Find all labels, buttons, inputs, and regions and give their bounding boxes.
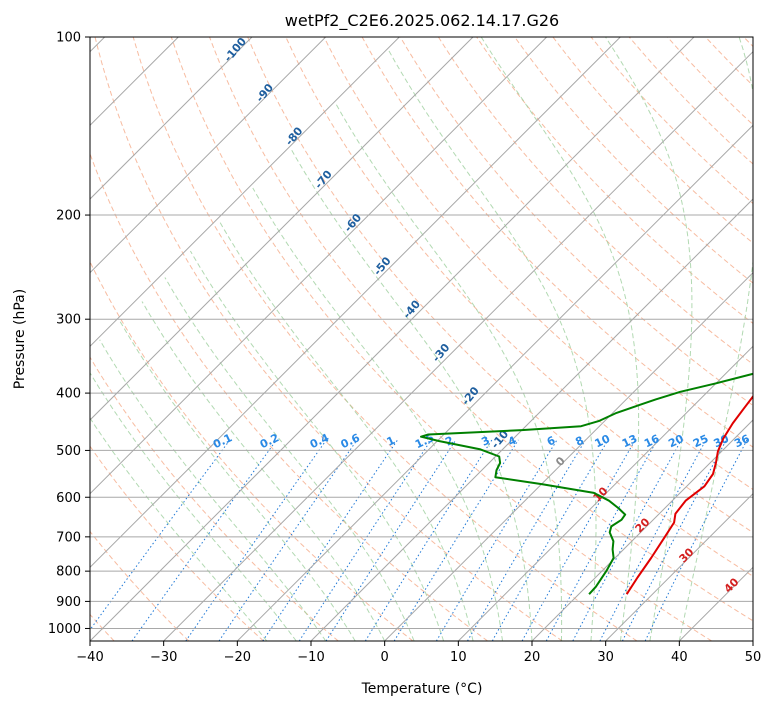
y-axis-title: Pressure (hPa) <box>12 289 28 389</box>
dry-adiabat-line <box>323 37 753 491</box>
isotherm-line <box>90 37 327 274</box>
mixing-ratio-line <box>185 439 327 641</box>
moist-adiabat-line <box>90 417 268 641</box>
y-tick-label: 300 <box>56 313 81 328</box>
dewpoint-profile-line <box>420 372 753 595</box>
dry-adiabat-line <box>94 37 563 641</box>
y-tick-label: 400 <box>56 387 81 402</box>
y-tick-label: 600 <box>56 491 81 506</box>
moist-adiabat-line <box>90 371 297 641</box>
mixing-ratio-line <box>298 439 432 641</box>
x-tick-label: −10 <box>297 650 324 665</box>
isotherm-line <box>531 419 753 641</box>
mixing-ratio-label: 16 <box>642 432 662 450</box>
mixing-ratio-line <box>491 439 609 641</box>
x-tick-label: 20 <box>524 650 541 665</box>
isotherm-line <box>457 345 753 641</box>
mixing-ratio-line <box>521 439 636 641</box>
x-tick-label: −30 <box>150 650 177 665</box>
y-axis-ticks: 100 200 300 400 500 600 700 800 900 1000 <box>48 31 90 637</box>
moist-adiabat-line <box>164 277 415 641</box>
dry-adiabat-line <box>399 37 753 407</box>
plot-background <box>90 37 753 641</box>
profile-series <box>420 372 753 595</box>
dry-adiabat-line <box>132 37 638 641</box>
isotherm-line <box>90 37 621 569</box>
mixing-ratio-line <box>644 439 748 641</box>
moist-adiabat-line <box>290 149 533 641</box>
isotherm-line <box>90 37 400 348</box>
y-tick-label: 800 <box>56 565 81 580</box>
moist-adiabat-line <box>189 250 445 641</box>
moist-adiabat-line <box>605 37 693 641</box>
mixing-ratio-line <box>435 439 558 641</box>
x-tick-label: 50 <box>745 650 762 665</box>
dry-adiabat-line <box>170 37 712 641</box>
mixing-ratio-label: 13 <box>620 432 639 450</box>
dry-adiabat-line <box>247 37 753 577</box>
moist-adiabat-line <box>252 187 503 641</box>
mixing-ratio-label: 10 <box>593 432 613 450</box>
moist-adiabat-line <box>118 318 356 641</box>
isotherm-line <box>236 124 753 641</box>
mixing-ratio-line <box>325 439 457 641</box>
moist-adiabat-line <box>678 37 753 641</box>
y-tick-label: 1000 <box>48 622 81 637</box>
mixing-ratio-line <box>262 439 399 641</box>
mixing-ratio-label: 36 <box>732 432 752 450</box>
x-tick-label: 40 <box>671 650 688 665</box>
y-tick-label: 100 <box>56 31 81 46</box>
isotherm-line <box>90 37 474 421</box>
isotherm-line <box>90 37 695 641</box>
dry-adiabat-line <box>90 530 190 641</box>
mixing-ratio-line <box>218 439 358 641</box>
moist-adiabat-line <box>480 37 640 641</box>
mixing-ratio-label: 20 <box>666 432 686 450</box>
y-tick-label: 500 <box>56 444 81 459</box>
isotherm-line <box>605 492 753 641</box>
dry-adiabat-line <box>437 37 753 365</box>
temperature-profile-line <box>625 394 753 595</box>
y-tick-label: 700 <box>56 530 81 545</box>
isotherm-line <box>310 198 753 641</box>
chart-title: wetPf2_C2E6.2025.062.14.17.G26 <box>285 11 559 31</box>
x-tick-label: −20 <box>224 650 251 665</box>
moist-adiabat-line <box>387 49 597 641</box>
dry-adiabat-line <box>514 37 753 284</box>
x-tick-label: 0 <box>381 650 389 665</box>
moist-adiabat-line <box>99 339 327 641</box>
mixing-ratio-line <box>90 439 231 631</box>
y-tick-label: 900 <box>56 595 81 610</box>
mixing-ratio-line <box>467 439 586 641</box>
mixing-ratio-label: 25 <box>691 432 710 450</box>
x-axis-ticks: −40 −30 −20 −10 0 10 20 30 40 50 <box>76 641 761 665</box>
moist-adiabat-line <box>219 221 474 641</box>
dry-adiabat-line <box>90 445 264 641</box>
plot-frame <box>89 36 754 642</box>
moist-adiabat-line <box>335 104 563 641</box>
dry-adiabat-line <box>90 356 339 641</box>
isotherm-line <box>384 271 753 641</box>
dry-adiabat-line <box>90 152 488 641</box>
x-tick-label: −40 <box>76 650 103 665</box>
mixing-ratio-line <box>545 439 658 641</box>
isotherm-line <box>90 37 548 495</box>
isotherm-line <box>163 50 753 641</box>
y-tick-label: 200 <box>56 209 81 224</box>
x-tick-label: 30 <box>597 650 614 665</box>
isotherm-line <box>90 37 253 200</box>
mixing-ratio-line <box>364 439 493 641</box>
isotherm-line <box>752 640 753 641</box>
x-tick-label: 10 <box>450 650 467 665</box>
x-axis-title: Temperature (°C) <box>361 681 483 697</box>
